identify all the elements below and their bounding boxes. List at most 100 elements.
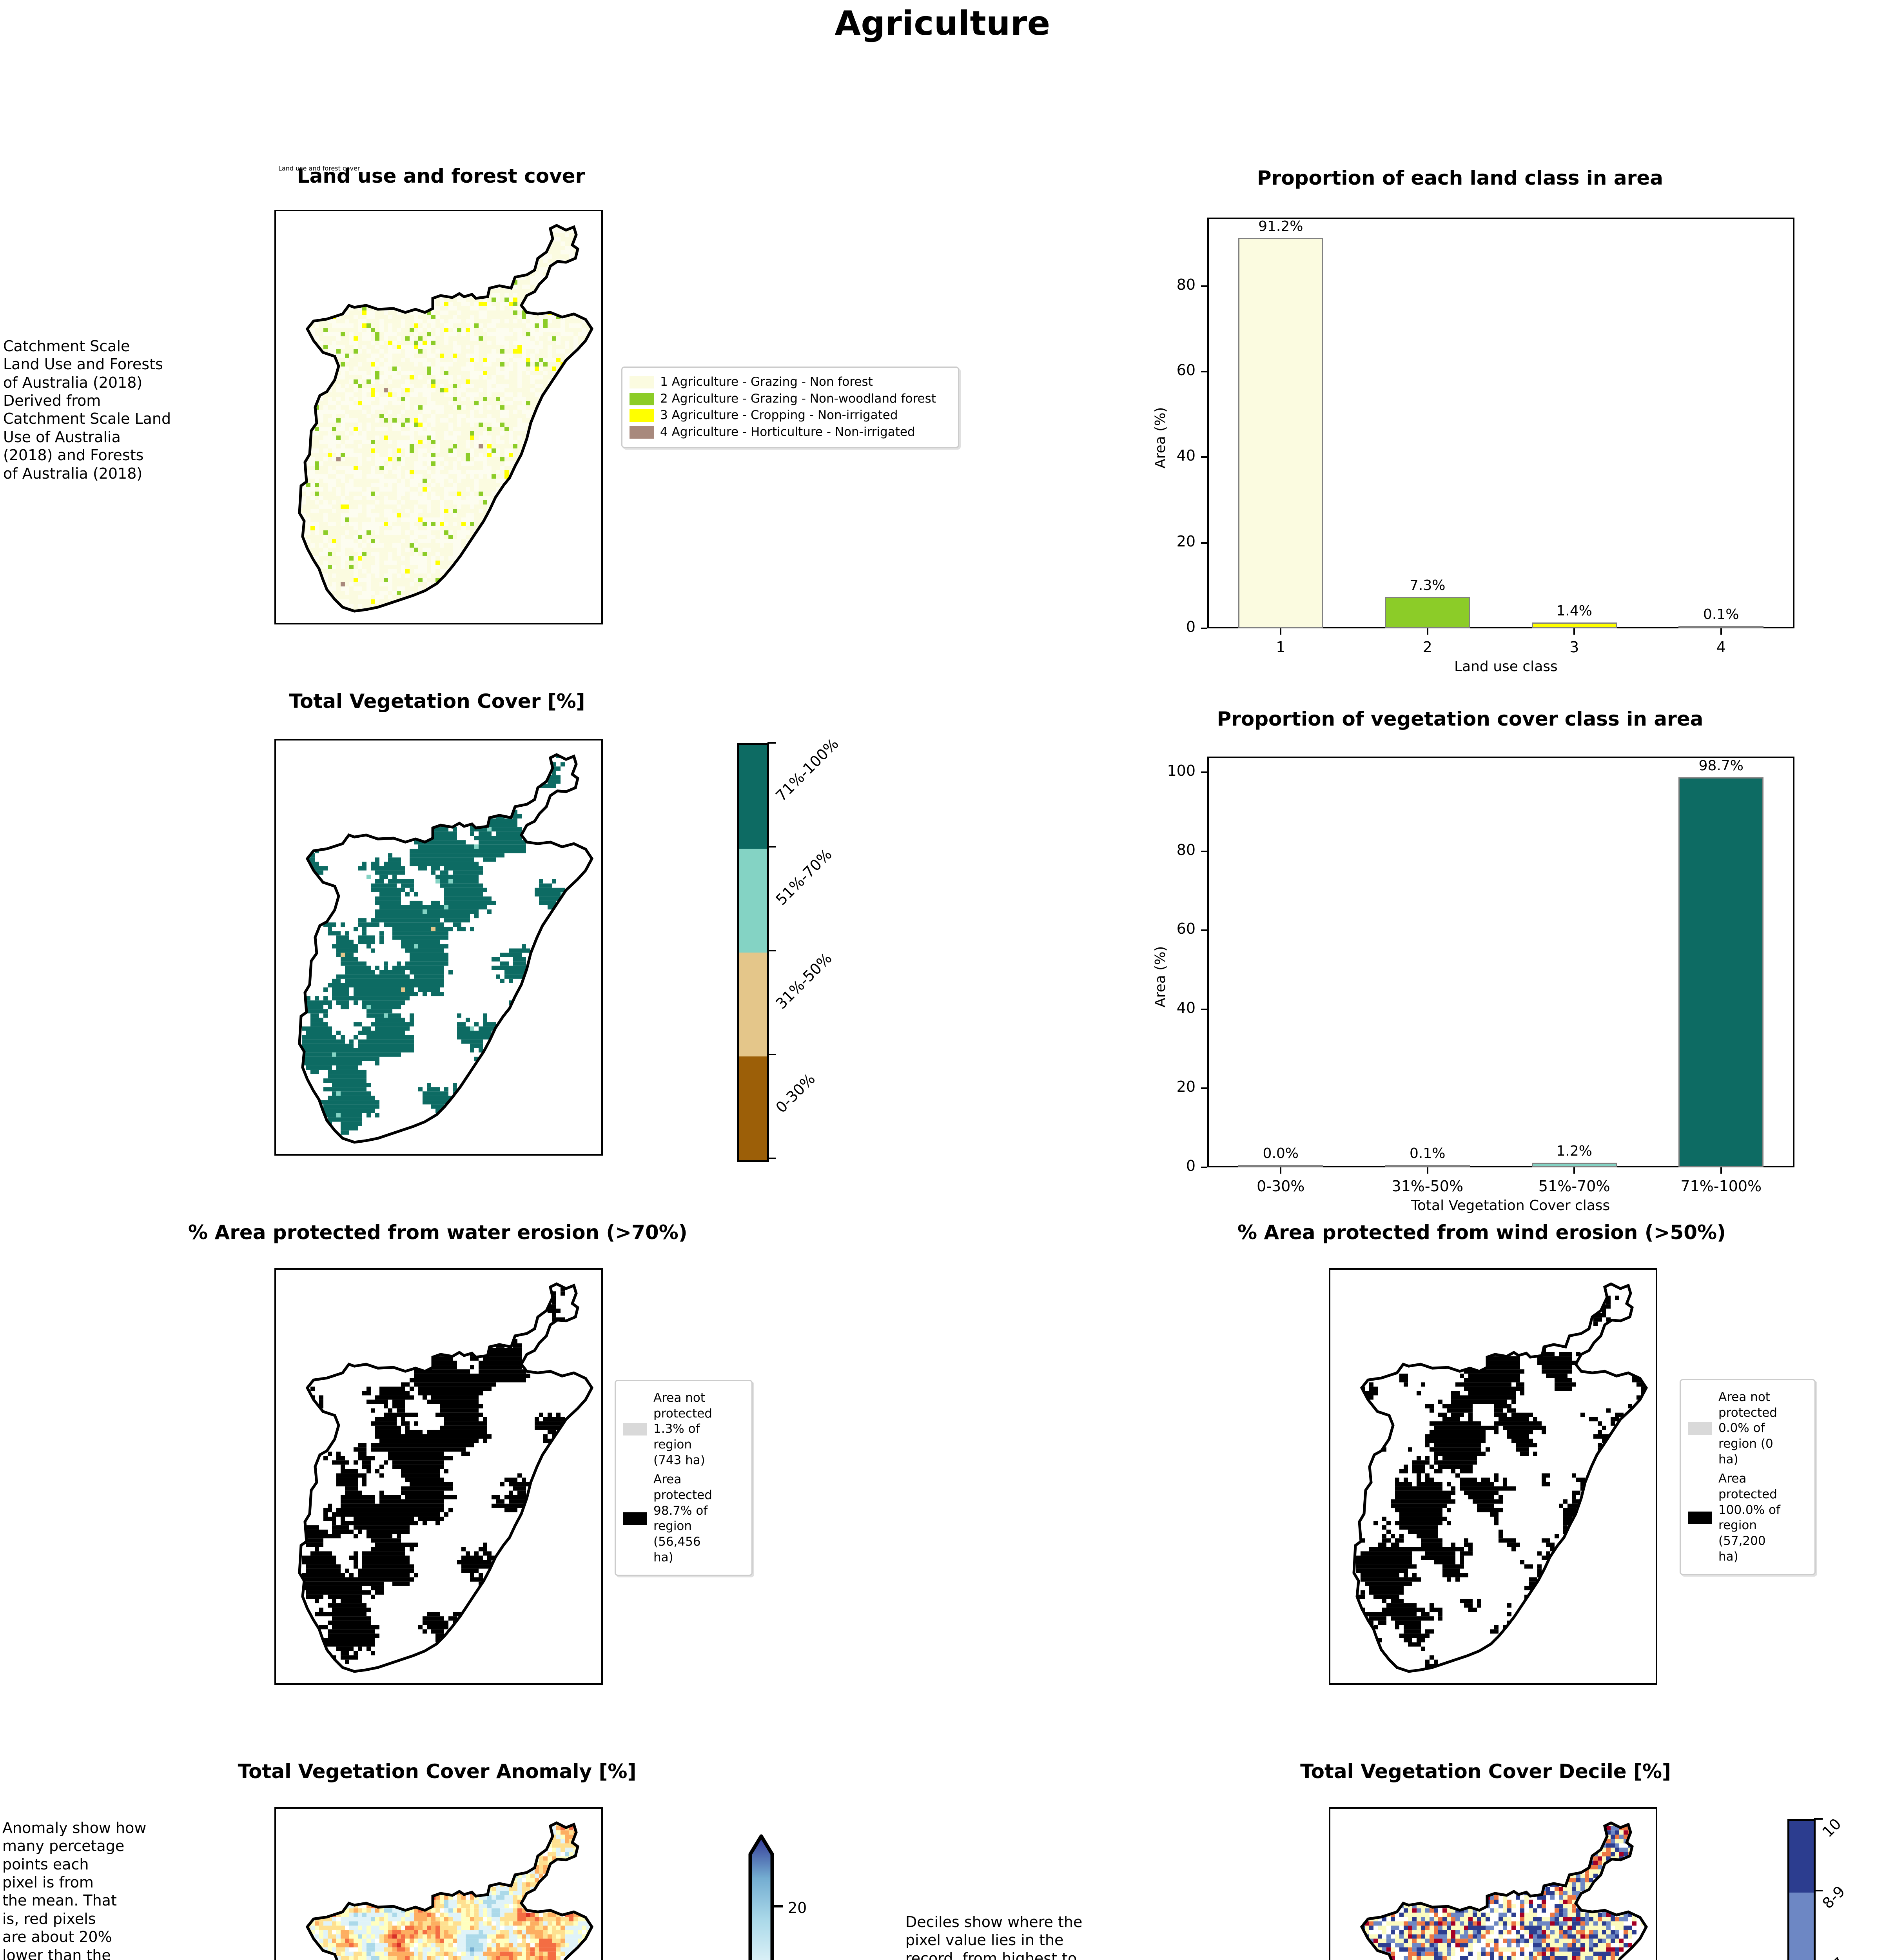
bar-value-label: 7.3% xyxy=(1410,577,1446,594)
legend-label: 1 Agriculture - Grazing - Non forest xyxy=(660,375,873,389)
cbar-segment-31-50 xyxy=(739,953,767,1056)
y-tick-mark xyxy=(1201,285,1207,287)
land-use-side-note: Catchment Scale Land Use and Forests of … xyxy=(3,338,171,482)
bar-value-label: 91.2% xyxy=(1258,218,1303,235)
y-tick-mark xyxy=(1201,1167,1207,1168)
anomaly-map-canvas xyxy=(276,1809,601,1960)
y-tick-mark xyxy=(1201,542,1207,544)
veg-cover-map-canvas xyxy=(276,740,601,1154)
y-tick-label: 20 xyxy=(1176,1078,1196,1096)
bar[interactable] xyxy=(1385,1165,1470,1167)
cbar-segment-8-9 xyxy=(1789,1892,1814,1960)
legend-item: 3 Agriculture - Cropping - Non-irrigated xyxy=(630,408,951,423)
legend-swatch xyxy=(630,409,654,422)
bar-value-label: 1.4% xyxy=(1556,603,1592,619)
y-tick-label: 40 xyxy=(1176,447,1196,465)
land-use-map-canvas xyxy=(276,211,601,623)
land-use-title: Land use and forest cover xyxy=(297,165,585,187)
legend-label: 4 Agriculture - Horticulture - Non-irrig… xyxy=(660,425,915,439)
cbar-segment-0-30 xyxy=(739,1056,767,1160)
legend-swatch xyxy=(630,376,654,388)
legend-swatch xyxy=(630,426,654,439)
veg-class-x-axis-label: Total Vegetation Cover class xyxy=(1411,1198,1610,1214)
cbar-segment-10 xyxy=(1789,1821,1814,1893)
x-tick-label: 3 xyxy=(1569,639,1579,656)
veg-class-y-axis-label: Area (%) xyxy=(1152,946,1168,1007)
y-tick-label: 0 xyxy=(1186,1157,1196,1174)
x-tick-mark xyxy=(1280,628,1282,635)
wind-erosion-map[interactable] xyxy=(1329,1268,1657,1685)
bar[interactable] xyxy=(1678,626,1764,628)
legend-label: 3 Agriculture - Cropping - Non-irrigated xyxy=(660,408,898,423)
y-tick-label: 80 xyxy=(1176,276,1196,293)
x-tick-label: 0-30% xyxy=(1257,1178,1305,1195)
legend-label: Area not protected 0.0% of region (0 ha) xyxy=(1718,1390,1777,1466)
legend-item: Area protected 98.7% of region (56,456 h… xyxy=(623,1472,744,1565)
bar[interactable] xyxy=(1531,1162,1617,1167)
bar-value-label: 0.1% xyxy=(1703,606,1739,622)
y-tick-label: 60 xyxy=(1176,920,1196,938)
x-tick-mark xyxy=(1573,1167,1575,1174)
page-title: Agriculture xyxy=(835,4,1050,43)
y-tick-mark xyxy=(1201,771,1207,773)
x-tick-label: 1 xyxy=(1276,639,1286,656)
x-tick-label: 71%-100% xyxy=(1680,1178,1762,1195)
bar[interactable] xyxy=(1238,238,1323,628)
land-class-chart-title: Proportion of each land class in area xyxy=(1257,167,1663,189)
decile-title: Total Vegetation Cover Decile [%] xyxy=(1300,1760,1671,1783)
x-tick-label: 2 xyxy=(1422,639,1432,656)
legend-label: Area not protected 1.3% of region (743 h… xyxy=(653,1391,712,1467)
land-use-legend: 1 Agriculture - Grazing - Non forest 2 A… xyxy=(621,367,959,448)
veg-cover-map[interactable] xyxy=(274,739,603,1156)
y-tick-mark xyxy=(1201,850,1207,852)
bar[interactable] xyxy=(1531,622,1617,628)
bar[interactable] xyxy=(1385,597,1470,628)
x-tick-label: 31%-50% xyxy=(1392,1178,1464,1195)
legend-label: Area protected 100.0% of region (57,200 … xyxy=(1718,1472,1780,1564)
water-erosion-map[interactable] xyxy=(274,1268,603,1685)
cbar-label-31-50: 31%-50% xyxy=(772,949,835,1013)
y-tick-label: 80 xyxy=(1176,841,1196,858)
bar[interactable] xyxy=(1678,777,1764,1167)
water-erosion-title: % Area protected from water erosion (>70… xyxy=(188,1221,688,1244)
land-use-panel-title: Land use and forest cover xyxy=(278,165,360,172)
land-class-x-axis-label: Land use class xyxy=(1454,659,1558,675)
veg-class-chart[interactable]: Area (%) Total Vegetation Cover class 0 2… xyxy=(1137,757,1803,1214)
anomaly-side-note: Anomaly show how many percetage points e… xyxy=(2,1819,147,1960)
land-class-chart[interactable]: Area (%) Land use class 0 20 40 60 80 91.2% 1 7… xyxy=(1137,218,1803,675)
water-erosion-legend: Area not protected 1.3% of region (743 h… xyxy=(615,1380,753,1576)
x-tick-mark xyxy=(1426,1167,1428,1174)
decile-map[interactable] xyxy=(1329,1807,1657,1960)
y-tick-label: 100 xyxy=(1167,762,1196,780)
legend-swatch xyxy=(630,392,654,405)
cbar-label-0-30: 0-30% xyxy=(772,1070,819,1116)
legend-item: 1 Agriculture - Grazing - Non forest xyxy=(630,374,951,390)
legend-swatch xyxy=(623,1512,647,1525)
x-tick-mark xyxy=(1720,1167,1722,1174)
anomaly-tick-20: 20 xyxy=(788,1899,807,1916)
cbar-label-51-70: 51%-70% xyxy=(772,846,835,909)
y-tick-mark xyxy=(1201,371,1207,372)
y-tick-label: 20 xyxy=(1176,532,1196,550)
veg-cover-colorbar: 71%-100% 51%-70% 31%-50% 0-30% xyxy=(737,735,842,1162)
legend-item: Area not protected 1.3% of region (743 h… xyxy=(623,1390,744,1468)
y-tick-mark xyxy=(1201,1008,1207,1010)
decile-map-canvas xyxy=(1330,1809,1656,1960)
water-erosion-map-canvas xyxy=(276,1270,601,1683)
legend-label: Area protected 98.7% of region (56,456 h… xyxy=(653,1472,712,1564)
land-use-map[interactable] xyxy=(274,210,603,624)
y-tick-label: 40 xyxy=(1176,999,1196,1016)
decile-colorbar: 10 8-9 4-7 2-3 1 xyxy=(1787,1815,1848,1960)
wind-erosion-map-canvas xyxy=(1330,1270,1656,1683)
bar[interactable] xyxy=(1238,1165,1323,1167)
wind-erosion-legend: Area not protected 0.0% of region (0 ha)… xyxy=(1680,1379,1816,1575)
anomaly-map[interactable] xyxy=(274,1807,603,1960)
veg-class-chart-title: Proportion of vegetation cover class in … xyxy=(1217,708,1704,730)
legend-label: 2 Agriculture - Grazing - Non-woodland f… xyxy=(660,391,936,406)
anomaly-title: Total Vegetation Cover Anomaly [%] xyxy=(238,1760,637,1783)
cbar-segment-71-100 xyxy=(739,745,767,849)
x-tick-mark xyxy=(1573,628,1575,635)
legend-item: 2 Agriculture - Grazing - Non-woodland f… xyxy=(630,391,951,407)
x-tick-mark xyxy=(1720,628,1722,635)
legend-swatch xyxy=(1688,1512,1712,1524)
